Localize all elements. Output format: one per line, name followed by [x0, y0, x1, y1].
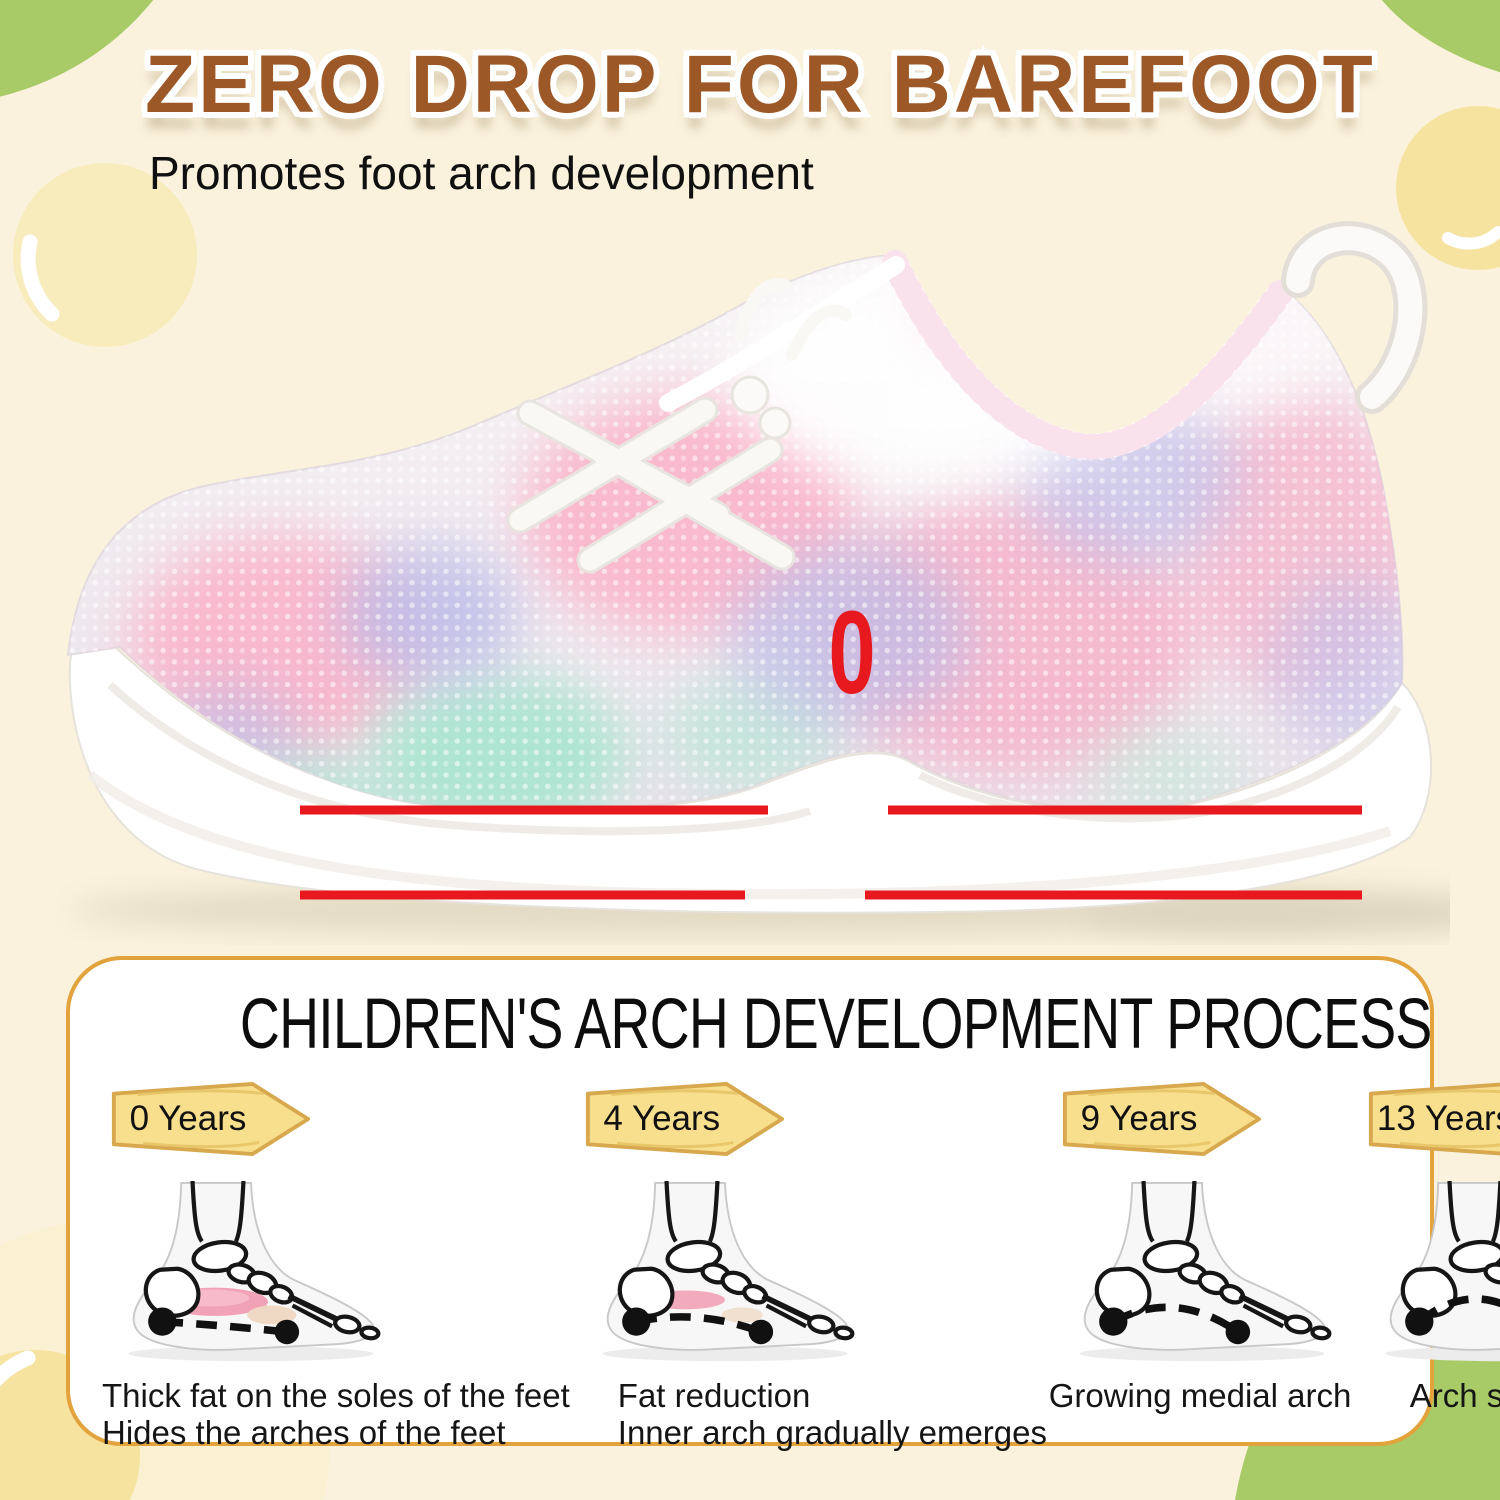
arrow-tag-shape — [111, 1081, 311, 1157]
age-tag-label: 0 Years — [129, 1099, 247, 1138]
age-tag-label: 13 Years — [1376, 1099, 1500, 1138]
arrow-tag-shape — [585, 1081, 784, 1157]
foot-illustration — [1051, 1181, 1353, 1365]
panel-title: CHILDREN'S ARCH DEVELOPMENT PROCESS — [239, 985, 1432, 1064]
stage-caption: Arch shaping — [1353, 1377, 1500, 1414]
arch-stage: 0 Years Thick fat on the soles of t — [96, 1081, 570, 1451]
shoe-collar — [659, 250, 1293, 460]
age-tag: 0 Years — [108, 1081, 313, 1157]
age-tag: 4 Years — [582, 1081, 787, 1157]
yellow-bubble-left — [13, 163, 197, 347]
age-tag-label: 4 Years — [603, 1099, 721, 1138]
arch-development-panel: CHILDREN'S ARCH DEVELOPMENT PROCESS 0 Ye… — [66, 956, 1500, 1451]
arch-stage: 4 Years Fat reduction Inner arch gradual… — [570, 1081, 1047, 1451]
bubble-highlight — [20, 234, 60, 322]
heel-pull-loop — [1281, 221, 1428, 414]
foot-illustration — [100, 1181, 402, 1365]
arch-stage: 9 Years Growing medial arch — [1047, 1081, 1353, 1451]
page-subtitle: Promotes foot arch development — [149, 147, 814, 199]
bubble-highlight — [1442, 226, 1500, 250]
arch-stage: 13 Years Arch shaping — [1353, 1081, 1500, 1451]
caption-line-2: Inner arch gradually emerges — [617, 1414, 1048, 1451]
shoe-laces — [506, 278, 852, 574]
zero-drop-value: 0 — [828, 587, 876, 719]
green-corner-top-left — [0, 0, 154, 97]
green-corner-top-right — [1381, 0, 1500, 73]
ground-shadow — [1080, 891, 1450, 935]
foot-illustration — [574, 1181, 876, 1365]
age-tag: 13 Years — [1365, 1081, 1500, 1157]
zero-drop-lines — [300, 805, 1362, 900]
caption-line-2: Hides the arches of the feet — [102, 1414, 506, 1451]
stage-caption: Growing medial arch — [1047, 1377, 1353, 1414]
foot-illustration — [1357, 1181, 1500, 1365]
bubble-highlight — [0, 1350, 36, 1387]
caption-line-1: Thick fat on the soles of the feet — [102, 1377, 570, 1414]
arrow-tag-shape — [1062, 1081, 1262, 1157]
stage-caption: Fat reduction Inner arch gradually emerg… — [570, 1377, 1047, 1451]
header: ZERO DROP FOR BAREFOOT Promotes foot arc… — [140, 34, 1379, 200]
caption-line-1: Fat reduction — [617, 1377, 811, 1414]
page-title: ZERO DROP FOR BAREFOOT — [140, 34, 1379, 136]
age-tag: 9 Years — [1059, 1081, 1264, 1157]
shoe-upper — [66, 253, 1404, 811]
arrow-tag-shape — [1368, 1082, 1500, 1156]
stages-row: 0 Years Thick fat on the soles of t — [96, 1081, 1500, 1451]
yellow-bubble-right — [1396, 106, 1500, 270]
shoe-illustration — [66, 221, 1450, 936]
caption-line-1: Arch shaping — [1409, 1377, 1500, 1414]
caption-line-1: Growing medial arch — [1048, 1377, 1352, 1414]
age-tag-label: 9 Years — [1080, 1099, 1198, 1138]
stage-caption: Thick fat on the soles of the feet Hides… — [96, 1377, 570, 1451]
shoe-photo: 0 — [50, 215, 1450, 945]
